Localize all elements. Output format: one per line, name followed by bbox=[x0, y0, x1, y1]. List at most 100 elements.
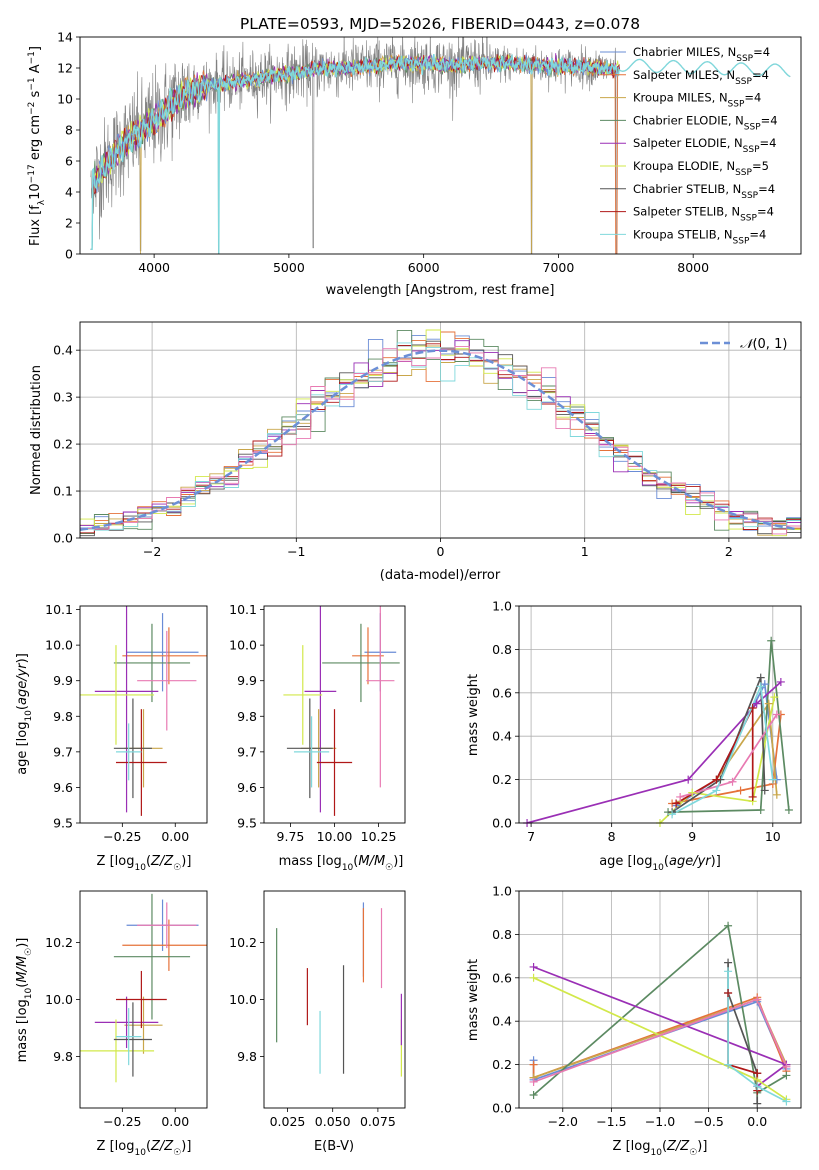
ageMass-x-label-part: ( bbox=[353, 854, 358, 869]
legend-label-chabrier_elodie: Chabrier ELODIE, NSSP=4 bbox=[633, 113, 778, 132]
weightZ-x-label-part: Z [log bbox=[613, 1139, 651, 1154]
weightAge-x-label-part: age [log bbox=[599, 854, 652, 869]
weightZ-x-label-part: )] bbox=[697, 1139, 707, 1154]
massZ-y-label-part: ( bbox=[15, 983, 30, 988]
spectrum-y-label-part: A bbox=[28, 64, 43, 77]
weight-marker-salpeter_stelib bbox=[712, 775, 721, 784]
spectrum-y-label-part: 10 bbox=[28, 183, 43, 200]
weightZ-x-label: Z [log10(Z/Z☉)] bbox=[613, 1139, 708, 1158]
legend-label-chabrier_elodie-part: =4 bbox=[761, 113, 778, 127]
legend-label-chabrier_miles-part: SSP bbox=[736, 54, 753, 64]
weight-marker-kroupa_elodie bbox=[770, 693, 779, 702]
legend-label-chabrier_miles: Chabrier MILES, NSSP=4 bbox=[633, 45, 770, 64]
weight-marker-salpeter_elodie bbox=[776, 677, 785, 686]
x-tick-label: 8000 bbox=[677, 260, 709, 275]
x-tick-label: −0.25 bbox=[103, 1114, 141, 1129]
weight-marker-salpeter_elodie bbox=[529, 962, 538, 971]
normal-curve-line bbox=[80, 349, 799, 532]
legend-label-kroupa_elodie: Kroupa ELODIE, NSSP=5 bbox=[633, 159, 769, 178]
y-tick-label: 0.8 bbox=[492, 642, 512, 657]
plot-area-mass_vs_Z bbox=[80, 893, 207, 1083]
ageZ-y-label-part: )] bbox=[15, 653, 30, 663]
residuals-y-label: Normed distribution bbox=[29, 365, 44, 495]
weight-marker-pink bbox=[753, 995, 762, 1004]
weight-marker-kroupa_stelib bbox=[712, 786, 721, 795]
x-tick-label: −0.25 bbox=[103, 829, 141, 844]
y-tick-label: 9.7 bbox=[53, 744, 73, 759]
x-tick-label: −2 bbox=[143, 544, 161, 559]
ageMass-x-label-part: mass [log bbox=[279, 854, 342, 869]
legend-label-salpeter_miles: Salpeter MILES, NSSP=4 bbox=[633, 68, 769, 87]
weight-marker-kroupa_stelib bbox=[668, 810, 677, 819]
y-tick-label: 10.0 bbox=[45, 638, 73, 653]
legend-label-salpeter_stelib-part: Salpeter STELIB, N bbox=[633, 205, 740, 219]
ageZ-x-label: Z [log10(Z/Z☉)] bbox=[97, 854, 192, 873]
x-tick-label: 10 bbox=[765, 829, 781, 844]
ageZ-y-label-part: 10 bbox=[24, 710, 34, 722]
spectrum-y-label: Flux [fλ10−17 erg cm−2 s−1 A−1] bbox=[27, 46, 47, 246]
x-tick-label: 6000 bbox=[408, 260, 440, 275]
legend-normal-label: 𝒩(0, 1) bbox=[740, 337, 787, 352]
y-tick-label: 0.0 bbox=[53, 531, 73, 546]
y-tick-label: 9.8 bbox=[53, 1049, 73, 1064]
weight-marker-chabrier_stelib bbox=[724, 958, 733, 967]
ageZ-x-label-part: 10 bbox=[134, 863, 146, 873]
x-tick-label: 0.050 bbox=[315, 1114, 351, 1129]
residuals-x-label: (data-model)/error bbox=[380, 568, 501, 583]
y-tick-label: 14 bbox=[57, 30, 73, 45]
y-tick-label: 8 bbox=[65, 123, 73, 138]
y-tick-label: 9.7 bbox=[237, 744, 257, 759]
legend-label-chabrier_elodie-part: SSP bbox=[744, 122, 761, 132]
weight-marker-kroupa_elodie bbox=[529, 973, 538, 982]
y-tick-label: 9.9 bbox=[53, 673, 73, 688]
plot-area-age_vs_Z bbox=[80, 606, 207, 816]
ageMass-x-label-part: )] bbox=[393, 854, 403, 869]
histogram-pink bbox=[80, 345, 801, 535]
axes-residuals: −2 −1 0 1 2 0.0 0.1 0.2 0.3 0.4 bbox=[53, 321, 802, 559]
spectrum-y-label-part: Flux [f bbox=[28, 205, 43, 246]
y-tick-label: 0.4 bbox=[53, 343, 73, 358]
weight-marker-chabrier_stelib bbox=[753, 1099, 762, 1108]
spectrum-y-label-part: −1 bbox=[27, 77, 37, 90]
ageZ-x-label-part: ( bbox=[146, 854, 151, 869]
x-tick-label: 9 bbox=[688, 829, 696, 844]
spectrum-y-label-part: erg cm bbox=[28, 115, 43, 164]
massZ-y-label-part: M/M bbox=[15, 956, 30, 983]
weight-marker-pink bbox=[782, 1062, 791, 1071]
spectrum-x-label: wavelength [Angstrom, rest frame] bbox=[326, 283, 555, 298]
weightZ-x-label-part: Z/Z bbox=[666, 1139, 690, 1154]
axes-age_vs_Z: −0.25 0.00 9.5 9.6 9.7 9.8 9.9 10.0 10.1 bbox=[45, 602, 208, 844]
x-tick-label: 8 bbox=[608, 829, 616, 844]
massZ-y-label-part: mass [log bbox=[15, 999, 30, 1062]
weight-marker-kroupa_stelib bbox=[768, 775, 777, 784]
ageZ-x-label-part: )] bbox=[181, 854, 191, 869]
legend-label-kroupa_miles-part: SSP bbox=[728, 100, 745, 110]
weightAge-x-label: age [log10(age/yr)] bbox=[599, 854, 721, 873]
spectrum-y-label-part: −17 bbox=[27, 164, 37, 183]
y-tick-label: 0.6 bbox=[492, 685, 512, 700]
legend-label-salpeter_miles-part: SSP bbox=[735, 77, 752, 87]
weightZ-y-label: mass weight bbox=[466, 959, 481, 1041]
x-tick-label: 4000 bbox=[138, 260, 170, 275]
weight-marker-pink bbox=[676, 792, 685, 801]
y-tick-label: 10 bbox=[57, 92, 73, 107]
weight-marker-salpeter_stelib bbox=[748, 703, 757, 712]
legend-label-kroupa_miles-part: Kroupa MILES, N bbox=[633, 91, 728, 105]
weight-marker-salpeter_elodie bbox=[752, 699, 761, 708]
ageMass-x-label-part: ☉ bbox=[385, 863, 393, 873]
weight-line-salpeter_miles bbox=[671, 714, 782, 805]
y-tick-label: 0.2 bbox=[53, 437, 73, 452]
x-tick-label: 9.75 bbox=[277, 829, 305, 844]
x-tick-label: 2 bbox=[725, 544, 733, 559]
weight-marker-pink bbox=[728, 777, 737, 786]
weight-marker-chabrier_elodie bbox=[782, 1071, 791, 1080]
figure-title: PLATE=0593, MJD=52026, FIBERID=0443, z=0… bbox=[240, 15, 640, 33]
weight-marker-salpeter_stelib bbox=[724, 988, 733, 997]
y-tick-label: 0.8 bbox=[492, 927, 512, 942]
ageMass-x-label: mass [log10(M/M☉)] bbox=[279, 854, 404, 873]
weightAge-y-label: mass weight bbox=[466, 674, 481, 756]
spectrum-y-label-part: −2 bbox=[27, 102, 37, 115]
y-tick-label: 10.1 bbox=[45, 602, 73, 617]
x-tick-label: 0.075 bbox=[360, 1114, 396, 1129]
